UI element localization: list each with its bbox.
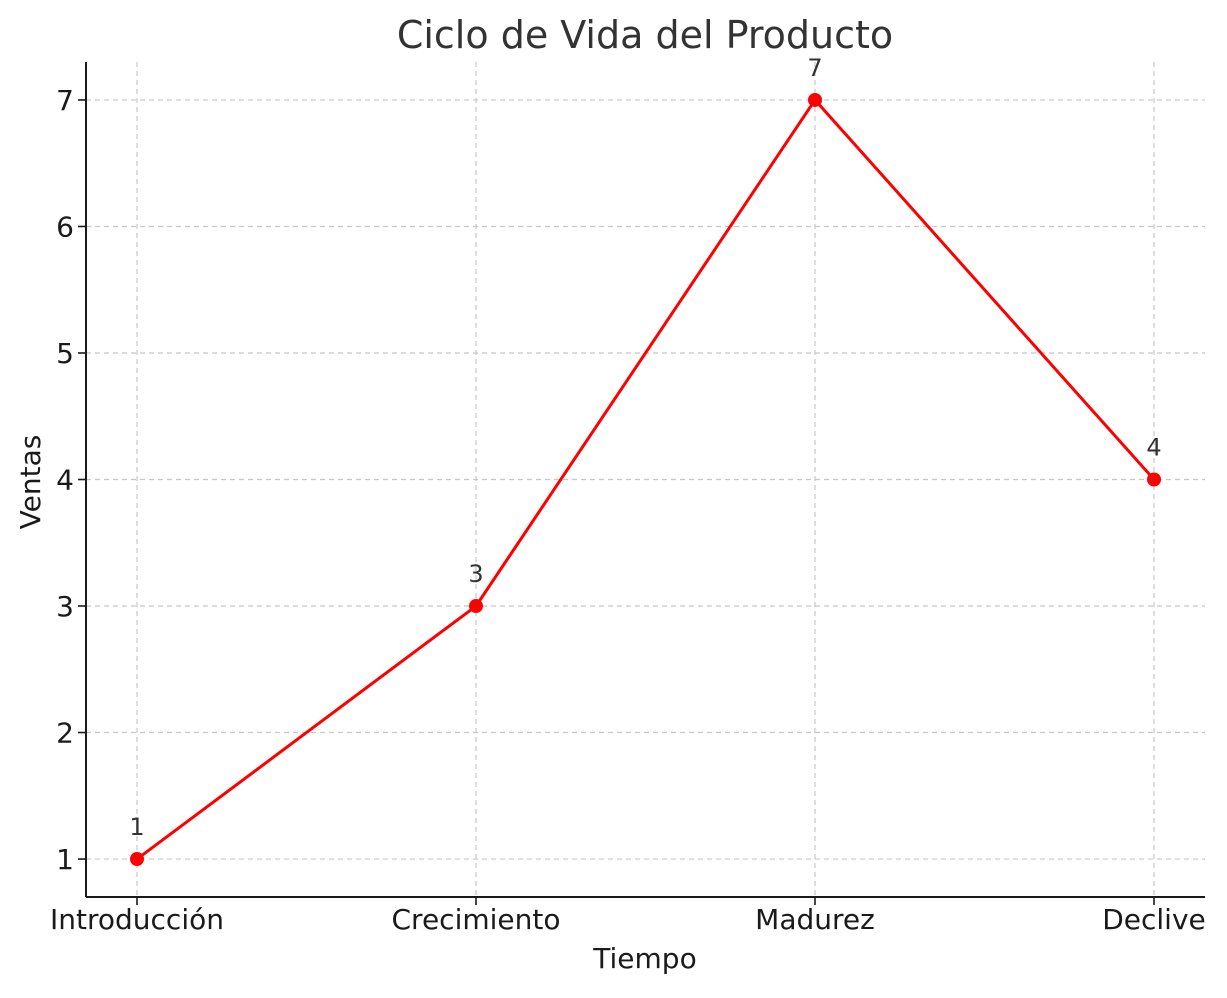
data-label: 3 <box>468 560 483 588</box>
y-axis-label: Ventas <box>14 435 47 530</box>
chart-title: Ciclo de Vida del Producto <box>397 13 893 57</box>
y-tick-label: 5 <box>56 337 74 370</box>
y-tick-label: 3 <box>56 590 74 623</box>
data-label: 4 <box>1146 434 1161 462</box>
data-point <box>808 92 822 107</box>
y-tick-label: 6 <box>56 210 74 243</box>
x-tick-label: Introducción <box>50 903 224 936</box>
y-tick-label: 7 <box>56 84 74 117</box>
data-label: 7 <box>807 54 822 82</box>
series-layer <box>130 92 1161 867</box>
x-tick-label: Crecimiento <box>392 903 561 936</box>
data-point <box>1147 472 1161 487</box>
axes-layer: 1 2 3 4 5 6 7 Introducción Crecimiento Madurez Dec… <box>50 62 1206 936</box>
data-point <box>469 599 483 614</box>
labels-layer: 1 3 7 4 <box>129 54 1161 841</box>
x-axis-label: Tiempo <box>592 942 696 975</box>
y-tick-label: 4 <box>56 464 74 497</box>
data-label: 1 <box>129 813 144 841</box>
y-tick-label: 1 <box>56 843 74 876</box>
x-tick-label: Declive <box>1102 903 1206 936</box>
data-point <box>130 852 144 867</box>
series-line <box>136 97 1156 861</box>
y-tick-label: 2 <box>56 717 74 750</box>
x-tick-label: Madurez <box>755 903 875 936</box>
